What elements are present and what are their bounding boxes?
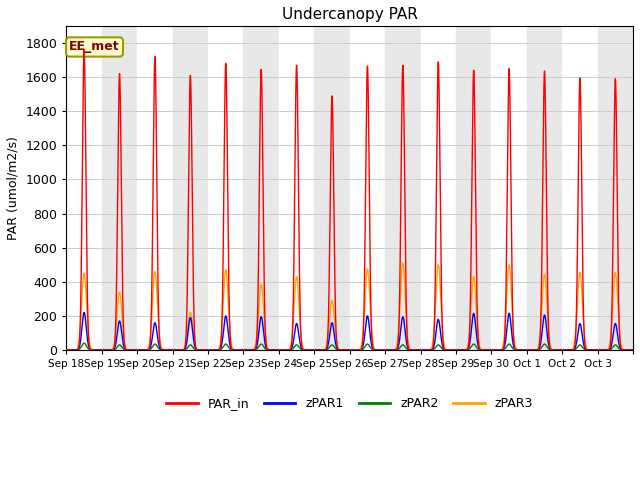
Bar [243, 26, 279, 350]
Bar [173, 26, 208, 350]
Bar [456, 26, 492, 350]
Bar [102, 26, 137, 350]
Legend: PAR_in, zPAR1, zPAR2, zPAR3: PAR_in, zPAR1, zPAR2, zPAR3 [161, 392, 538, 415]
Bar [562, 26, 598, 350]
Title: Undercanopy PAR: Undercanopy PAR [282, 7, 418, 22]
Bar [137, 26, 173, 350]
Text: EE_met: EE_met [69, 40, 120, 53]
Bar [349, 26, 385, 350]
Bar [385, 26, 420, 350]
Bar [208, 26, 243, 350]
Bar [314, 26, 349, 350]
Bar [279, 26, 314, 350]
Bar [420, 26, 456, 350]
Y-axis label: PAR (umol/m2/s): PAR (umol/m2/s) [7, 136, 20, 240]
Bar [527, 26, 562, 350]
Bar [598, 26, 633, 350]
Bar [492, 26, 527, 350]
Bar [67, 26, 102, 350]
